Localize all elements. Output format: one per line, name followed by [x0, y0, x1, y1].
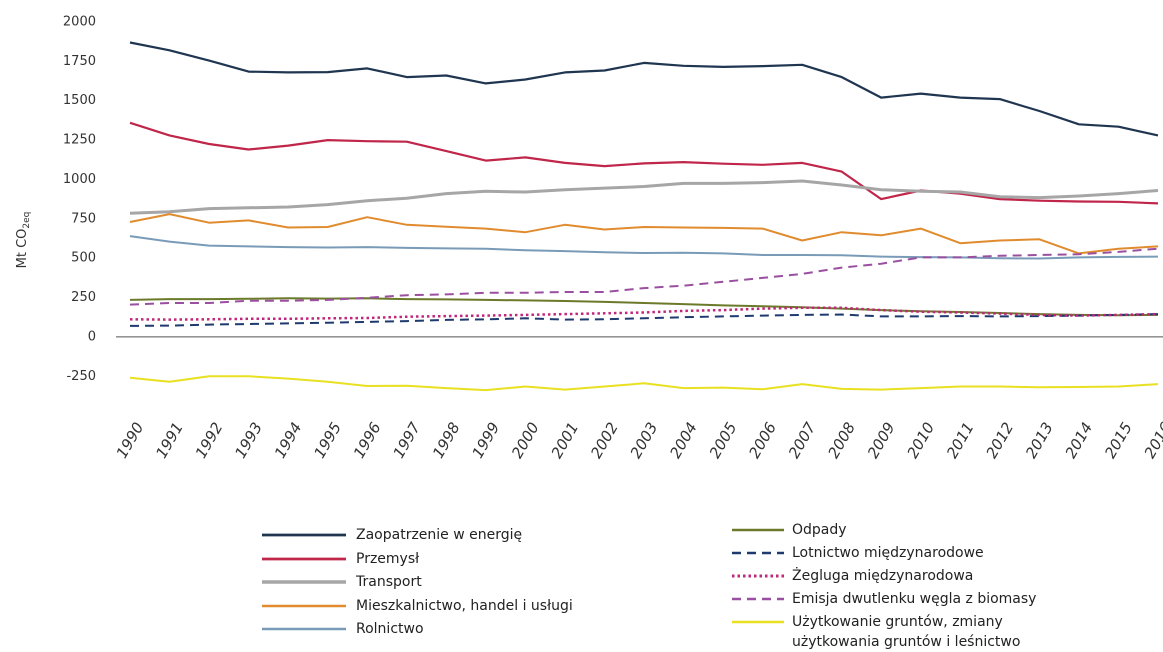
x-tick-label: 2002	[587, 419, 622, 461]
series-line	[129, 375, 1159, 392]
x-tick-label: 2015	[1101, 419, 1136, 461]
x-tick-label: 2005	[706, 419, 741, 461]
y-tick-label: 1250	[63, 133, 96, 148]
y-tick-label: 1000	[63, 172, 96, 187]
x-tick-label: 1997	[389, 419, 424, 461]
x-tick-label: 2016	[1141, 419, 1163, 461]
x-tick-label: 1999	[469, 419, 504, 461]
y-axis-label: Mt CO2eq	[15, 212, 32, 269]
series-line	[129, 121, 1159, 205]
series-line	[129, 306, 1159, 321]
x-tick-label: 2010	[903, 419, 938, 461]
y-tick-label: 1750	[63, 54, 96, 69]
y-tick-label: 750	[71, 211, 96, 226]
x-tick-label: 1992	[192, 419, 227, 461]
x-tick-label: 2006	[745, 419, 780, 461]
x-tick-label: 2001	[548, 419, 583, 461]
x-tick-label: 1995	[310, 419, 345, 461]
x-tick-label: 1994	[271, 419, 306, 461]
series-line	[129, 313, 1159, 327]
x-tick-label: 1998	[429, 419, 464, 461]
x-tick-label: 1991	[152, 419, 187, 461]
x-tick-label: 2007	[785, 419, 820, 461]
y-tick-label: 250	[71, 290, 96, 305]
x-tick-label: 2012	[983, 419, 1018, 461]
x-tick-label: 2009	[864, 419, 899, 461]
x-tick-label: 2008	[824, 419, 859, 461]
x-tick-label: 2004	[666, 419, 701, 461]
y-tick-label: 1500	[63, 93, 96, 108]
series-line	[129, 247, 1159, 306]
series-line	[129, 41, 1159, 137]
y-tick-label: 500	[71, 251, 96, 266]
y-tick-label: -250	[66, 369, 96, 384]
series-line	[129, 213, 1159, 255]
x-tick-label: 1993	[231, 419, 266, 461]
y-tick-label: 0	[88, 329, 96, 344]
x-tick-label: 2003	[627, 419, 662, 461]
x-tick-label: 1996	[350, 419, 385, 461]
y-label-sub: 2eq	[22, 212, 32, 229]
x-tick-label: 2014	[1062, 419, 1097, 461]
y-tick-label: 2000	[63, 15, 96, 30]
x-tick-label: 2013	[1022, 419, 1057, 461]
series-line	[129, 179, 1159, 215]
x-tick-label: 2000	[508, 419, 543, 461]
x-tick-label: 1990	[113, 419, 148, 461]
series-line	[129, 235, 1159, 260]
x-tick-label: 2011	[943, 419, 978, 461]
series-line	[129, 297, 1159, 317]
y-label-text: Mt CO	[15, 229, 30, 269]
